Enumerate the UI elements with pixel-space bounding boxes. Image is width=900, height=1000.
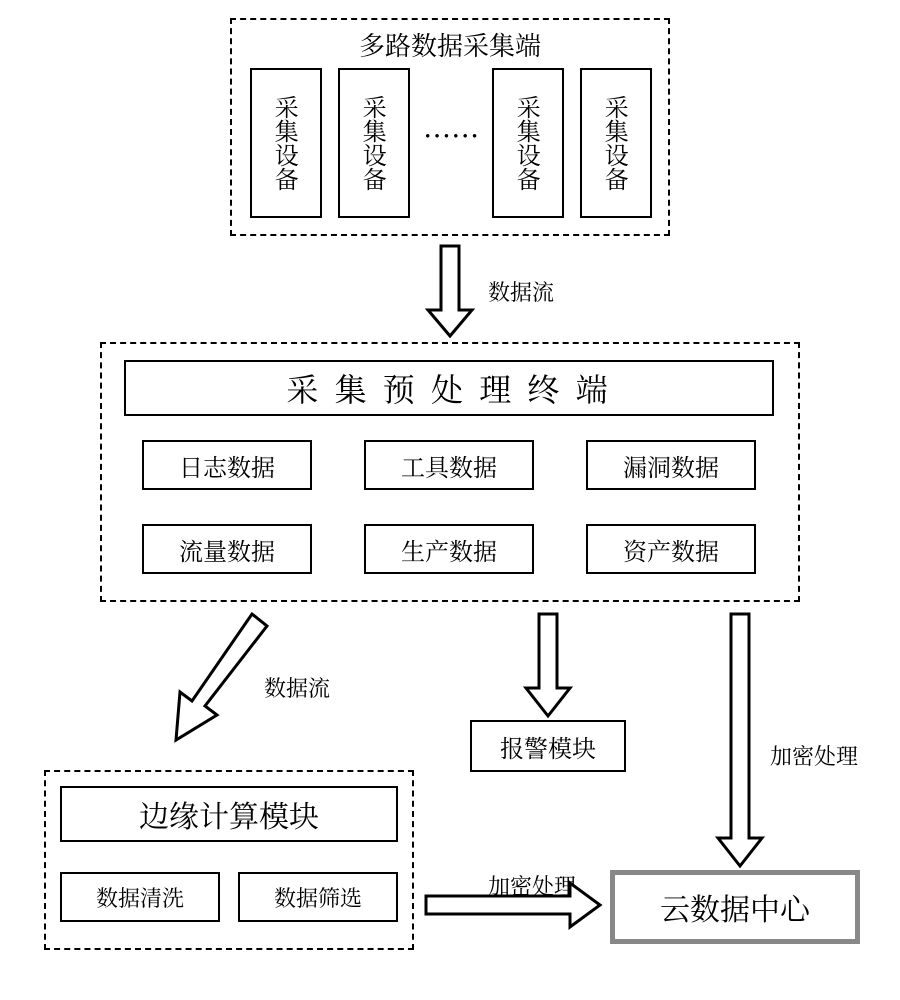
preprocess-cell: 生产数据 [364,524,534,574]
arrow-preprocess-to-alarm [526,614,570,716]
device-box-2: 采集设备 [338,68,410,218]
preprocess-cell: 工具数据 [364,440,534,490]
ellipsis-icon: ······ [424,120,480,151]
diagram: 多路数据采集端 采集设备 采集设备 采集设备 采集设备 ······ 采 集 预… [0,0,900,1000]
edge-banner: 边缘计算模块 [60,786,398,842]
device-label: 采集设备 [361,95,387,191]
preprocess-cell: 流量数据 [142,524,312,574]
arrow-preprocess-to-edge [176,614,267,740]
device-box-3: 采集设备 [492,68,564,218]
arrow-collector-to-preprocess [428,246,472,336]
flow-label-2: 数据流 [264,672,330,703]
alarm-box: 报警模块 [470,720,626,772]
device-label: 采集设备 [603,95,629,191]
device-label: 采集设备 [273,95,299,191]
preprocess-group: 采 集 预 处 理 终 端 日志数据 工具数据 漏洞数据 流量数据 生产数据 资… [100,342,800,602]
edge-group: 边缘计算模块 数据清洗 数据筛选 [44,770,414,950]
encrypt-label-right: 加密处理 [770,740,858,771]
device-box-4: 采集设备 [580,68,652,218]
collector-group-title: 多路数据采集端 [359,26,541,63]
preprocess-cell: 日志数据 [142,440,312,490]
flow-label-1: 数据流 [488,276,554,307]
preprocess-cell: 漏洞数据 [586,440,756,490]
edge-cell: 数据筛选 [238,872,398,922]
preprocess-cell: 资产数据 [586,524,756,574]
cloud-box: 云数据中心 [610,870,860,944]
edge-cell: 数据清洗 [60,872,220,922]
device-label: 采集设备 [515,95,541,191]
arrow-preprocess-to-cloud [718,614,762,866]
device-box-1: 采集设备 [250,68,322,218]
preprocess-banner: 采 集 预 处 理 终 端 [124,360,774,416]
encrypt-label-bottom: 加密处理 [488,870,576,901]
collector-group: 多路数据采集端 采集设备 采集设备 采集设备 采集设备 ······ [230,18,670,236]
